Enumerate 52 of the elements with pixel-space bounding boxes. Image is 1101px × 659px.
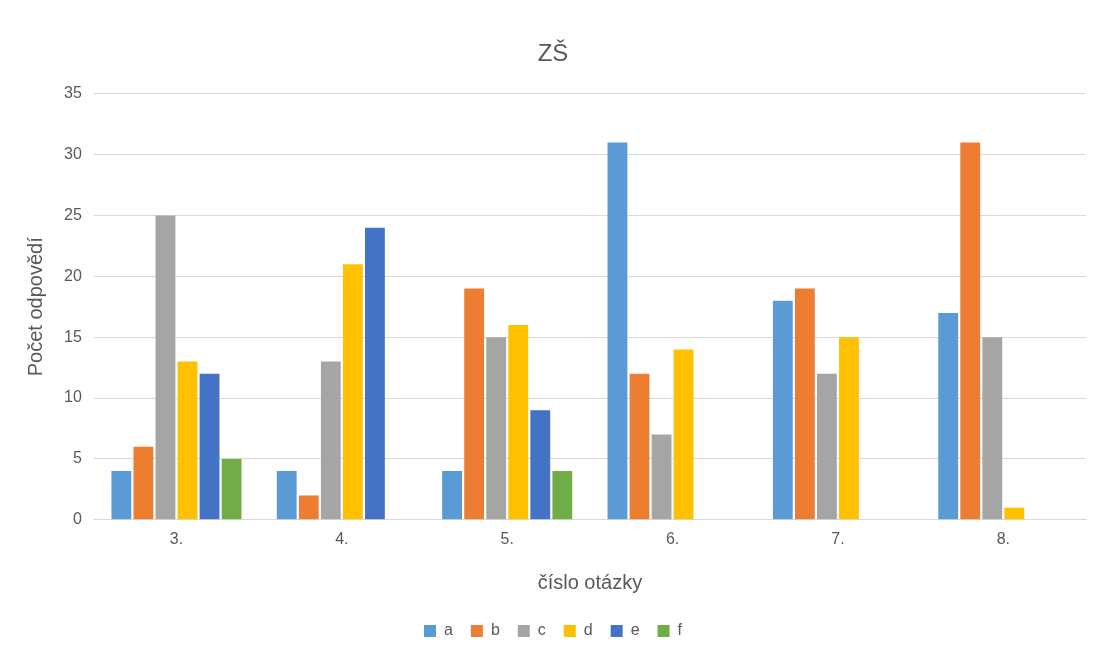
bar bbox=[938, 312, 959, 520]
legend-label: a bbox=[443, 621, 453, 639]
bar bbox=[607, 142, 628, 520]
bar bbox=[772, 300, 793, 520]
bar bbox=[155, 215, 176, 520]
bar bbox=[794, 288, 815, 520]
bar bbox=[552, 471, 573, 520]
bar bbox=[960, 142, 981, 520]
legend-label: b bbox=[490, 621, 500, 639]
y-axis-title: Počet odpovědí bbox=[23, 236, 46, 377]
bar bbox=[651, 434, 672, 520]
bar bbox=[221, 458, 242, 520]
bar bbox=[839, 337, 859, 520]
x-tick-label: 6. bbox=[665, 529, 680, 547]
bar bbox=[442, 471, 463, 520]
legend-label: d bbox=[583, 621, 593, 639]
y-tick-label: 20 bbox=[64, 266, 82, 284]
bar bbox=[673, 349, 694, 520]
bar bbox=[133, 446, 154, 520]
y-tick-label: 35 bbox=[64, 84, 82, 102]
bar bbox=[508, 325, 529, 520]
x-tick-label: 8. bbox=[996, 529, 1010, 547]
x-tick-label: 3. bbox=[169, 529, 184, 547]
bar bbox=[982, 337, 1003, 520]
chart-title: ZŠ bbox=[537, 39, 569, 67]
y-tick-label: 0 bbox=[72, 510, 82, 528]
x-axis-title: číslo otázky bbox=[537, 570, 643, 593]
bar bbox=[177, 361, 198, 520]
y-tick-label: 30 bbox=[64, 145, 82, 163]
y-tick-label: 25 bbox=[64, 205, 82, 223]
bar bbox=[1004, 507, 1025, 520]
y-tick-label: 5 bbox=[72, 449, 82, 467]
x-tick-label: 4. bbox=[335, 529, 349, 547]
bar bbox=[365, 227, 385, 520]
bar bbox=[486, 337, 507, 520]
x-tick-label: 5. bbox=[500, 529, 514, 547]
bar bbox=[342, 264, 363, 520]
bar bbox=[111, 471, 132, 520]
x-tick-label: 7. bbox=[831, 529, 845, 547]
bar bbox=[298, 495, 319, 520]
bar bbox=[530, 410, 551, 520]
y-tick-label: 10 bbox=[64, 388, 82, 406]
bar bbox=[320, 361, 341, 520]
y-tick-label: 15 bbox=[64, 327, 82, 345]
legend-label: c bbox=[537, 621, 546, 639]
legend-label: e bbox=[630, 621, 640, 639]
legend-label: f bbox=[677, 621, 683, 639]
bar bbox=[276, 471, 297, 520]
bar bbox=[464, 288, 485, 520]
bar bbox=[629, 373, 650, 520]
bar bbox=[817, 373, 837, 520]
bar bbox=[199, 373, 220, 520]
